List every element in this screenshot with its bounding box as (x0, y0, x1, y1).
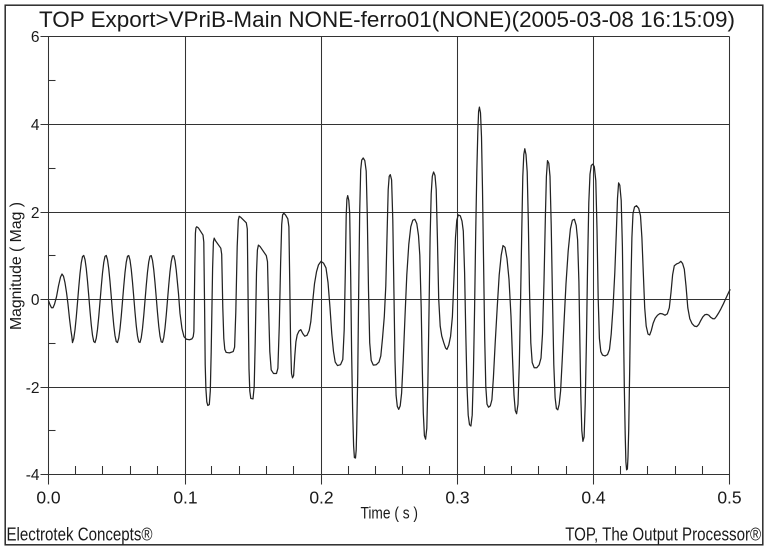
svg-text:Magnitude ( Mag ): Magnitude ( Mag ) (8, 202, 25, 330)
svg-text:0.2: 0.2 (309, 488, 333, 508)
svg-text:0.5: 0.5 (717, 488, 741, 508)
svg-text:-4: -4 (26, 467, 40, 484)
svg-text:-2: -2 (26, 380, 40, 397)
svg-text:0.1: 0.1 (173, 488, 197, 508)
svg-text:TOP, The Output Processor®: TOP, The Output Processor® (565, 525, 761, 545)
svg-text:TOP Export>VPriB-Main NONE-fer: TOP Export>VPriB-Main NONE-ferro01(NONE)… (39, 7, 735, 32)
svg-text:2: 2 (31, 205, 40, 222)
svg-text:Time ( s ): Time ( s ) (361, 504, 419, 522)
svg-text:0: 0 (31, 292, 40, 309)
svg-text:6: 6 (31, 29, 40, 46)
svg-text:4: 4 (31, 117, 40, 134)
svg-text:0.4: 0.4 (581, 488, 606, 508)
svg-text:0.3: 0.3 (445, 488, 469, 508)
svg-text:0.0: 0.0 (36, 488, 61, 508)
svg-text:Electrotek Concepts®: Electrotek Concepts® (7, 525, 153, 545)
